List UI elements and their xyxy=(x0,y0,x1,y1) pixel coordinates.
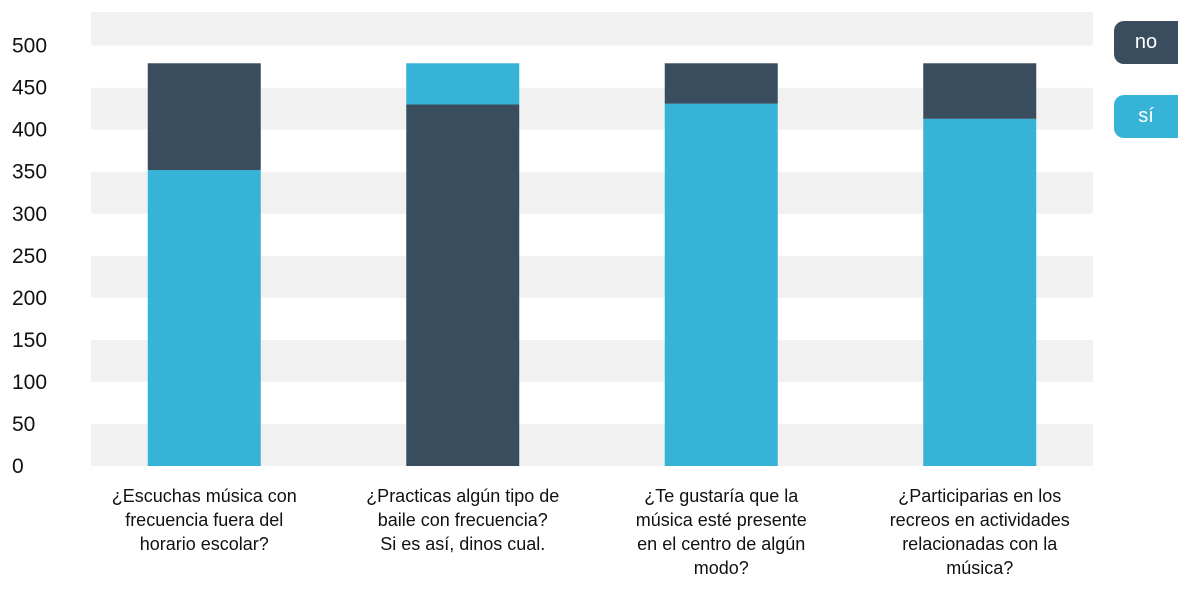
y-tick-label: 0 xyxy=(12,455,24,478)
bar-segment-si-4 xyxy=(923,118,1037,466)
bar-segment-si-2 xyxy=(406,63,520,105)
y-tick-label: 250 xyxy=(12,245,47,268)
y-tick-label: 400 xyxy=(12,119,47,142)
x-category-label: ¿Participarias en los recreos en activid… xyxy=(889,486,1070,578)
y-tick-label: 500 xyxy=(12,35,47,58)
x-category-label: ¿Escuchas música con frecuencia fuera de… xyxy=(111,486,297,554)
bars xyxy=(147,63,1037,467)
bar-segment-no-1 xyxy=(147,63,261,171)
y-tick-label: 50 xyxy=(12,413,35,436)
bar-segment-no-2 xyxy=(406,104,520,467)
legend-item-si: sí xyxy=(1114,95,1178,138)
legend-item-no: no xyxy=(1114,21,1178,64)
bar-segment-no-4 xyxy=(923,63,1037,119)
y-tick-label: 300 xyxy=(12,203,47,226)
y-tick-label: 100 xyxy=(12,371,47,394)
x-category-label: ¿Te gustaría que la música esté presente… xyxy=(635,486,807,578)
y-tick-label: 450 xyxy=(12,77,47,100)
y-tick-label: 200 xyxy=(12,287,47,310)
bar-segment-si-3 xyxy=(664,103,778,466)
y-tick-label: 350 xyxy=(12,161,47,184)
x-category-label: ¿Practicas algún tipo de baile con frecu… xyxy=(366,486,560,554)
bar-segment-no-3 xyxy=(664,63,778,104)
bar-segment-si-1 xyxy=(147,170,261,466)
y-tick-label: 150 xyxy=(12,329,47,352)
y-axis-ticks: 0 50 100 150 200 250 300 350 400 450 500 xyxy=(12,35,47,478)
grid-band xyxy=(91,12,1093,46)
